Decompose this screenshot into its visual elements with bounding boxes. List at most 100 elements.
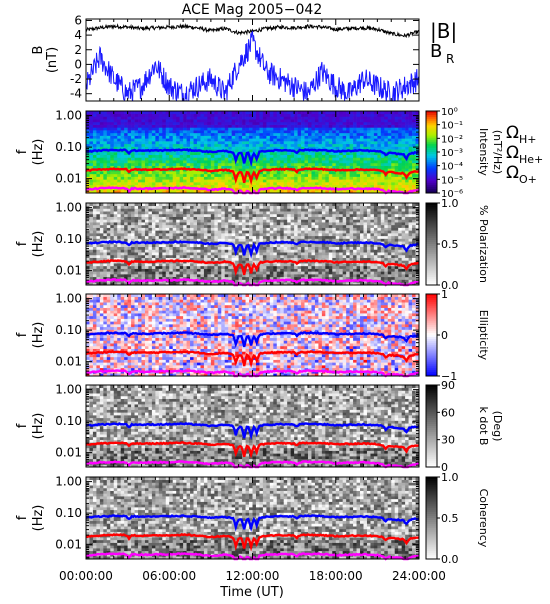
heat-cell [256, 277, 260, 280]
heat-cell [187, 219, 191, 222]
heat-cell [121, 157, 125, 160]
heat-cell [280, 133, 284, 136]
heat-cell [207, 179, 211, 182]
heat-cell [367, 116, 371, 119]
heat-cell [377, 179, 381, 182]
heat-cell [291, 116, 295, 119]
heat-cell [225, 271, 229, 274]
heat-cell [138, 157, 142, 160]
heat-cell [246, 260, 250, 263]
heat-cell [131, 208, 135, 211]
heat-cell [138, 138, 142, 141]
heat-cell [155, 233, 159, 236]
heat-cell [176, 230, 180, 233]
heat-cell [228, 269, 232, 272]
heat-cell [228, 125, 232, 128]
heat-cell [173, 122, 177, 125]
heat-cell [336, 177, 340, 180]
heat-cell [357, 174, 361, 177]
heat-cell [114, 141, 118, 144]
heat-cell [142, 177, 146, 180]
heat-cell [256, 122, 260, 125]
heat-cell [364, 122, 368, 125]
heat-cell [93, 138, 97, 141]
heat-cell [287, 174, 291, 177]
heat-cell [308, 122, 312, 125]
heat-cell [214, 269, 218, 272]
heat-cell [235, 119, 239, 122]
heat-cell [138, 174, 142, 177]
heat-cell [169, 171, 173, 174]
heat-cell [336, 185, 340, 188]
heat-cell [187, 274, 191, 277]
heat-cell [114, 236, 118, 239]
heat-cell [370, 119, 374, 122]
heat-cell [214, 125, 218, 128]
heat-cell [155, 182, 159, 185]
heat-cell [273, 157, 277, 160]
heat-cell [221, 230, 225, 233]
heat-cell [142, 247, 146, 250]
heat-cell [405, 185, 409, 188]
heat-cell [239, 230, 243, 233]
heat-cell [270, 233, 274, 236]
heat-cell [249, 136, 253, 139]
heat-cell [142, 266, 146, 269]
heat-cell [239, 133, 243, 136]
heat-cell [277, 157, 281, 160]
heat-cell [124, 214, 128, 217]
heat-cell [128, 277, 132, 280]
heat-cell [207, 144, 211, 147]
heat-cell [148, 258, 152, 261]
heat-cell [169, 211, 173, 214]
heat-cell [176, 255, 180, 258]
heat-cell [138, 247, 142, 250]
heat-cell [200, 116, 204, 119]
heat-cell [277, 214, 281, 217]
heat-cell [183, 225, 187, 228]
heat-cell [207, 182, 211, 185]
heat-cell [298, 236, 302, 239]
heat-cell [239, 217, 243, 220]
heat-cell [117, 157, 121, 160]
heat-cell [197, 182, 201, 185]
heat-cell [263, 147, 267, 150]
heat-cell [259, 136, 263, 139]
heat-cell [204, 136, 208, 139]
heat-cell [329, 179, 333, 182]
heat-cell [270, 152, 274, 155]
heat-cell [180, 122, 184, 125]
heat-cell [155, 157, 159, 160]
heat-cell [110, 160, 114, 163]
heat-cell [159, 269, 163, 272]
heat-cell [145, 274, 149, 277]
heat-cell [128, 141, 132, 144]
heat-cell [298, 163, 302, 166]
heat-cell [311, 179, 315, 182]
heat-cell [159, 157, 163, 160]
heat-cell [180, 119, 184, 122]
heat-cell [284, 219, 288, 222]
heat-cell [232, 277, 236, 280]
heat-cell [336, 147, 340, 150]
heat-cell [214, 222, 218, 225]
heat-cell [259, 144, 263, 147]
heat-cell [270, 171, 274, 174]
heat-cell [128, 177, 132, 180]
heat-cell [235, 144, 239, 147]
heat-cell [308, 155, 312, 158]
heat-cell [277, 230, 281, 233]
heat-cell [128, 125, 132, 128]
heat-cell [325, 136, 329, 139]
heat-cell [117, 144, 121, 147]
heat-cell [162, 244, 166, 247]
heat-cell [155, 230, 159, 233]
heat-cell [239, 122, 243, 125]
heat-cell [114, 252, 118, 255]
heat-cell [287, 269, 291, 272]
heat-cell [291, 269, 295, 272]
heat-cell [107, 116, 111, 119]
heat-cell [377, 144, 381, 147]
heat-cell [249, 233, 253, 236]
heat-cell [89, 219, 93, 222]
